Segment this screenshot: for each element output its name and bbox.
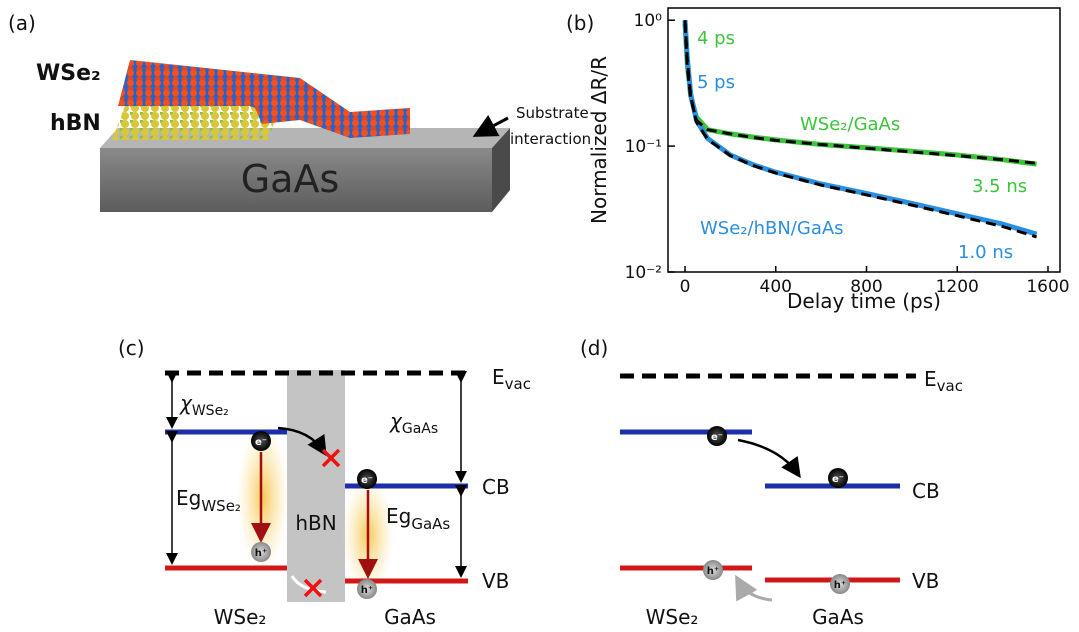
- bandgap-label: EgWSe₂: [176, 486, 241, 515]
- subscript: WSe₂: [201, 497, 241, 515]
- y-tick-label: 10⁰: [634, 11, 663, 31]
- barrier-label: hBN: [295, 511, 336, 535]
- substrate-label: GaAs: [241, 157, 340, 201]
- layer-label: hBN: [50, 111, 101, 136]
- symbol: E: [924, 367, 937, 391]
- symbol: Eg: [386, 504, 411, 528]
- electron-label: e⁻: [361, 475, 373, 486]
- hole-label: h⁺: [361, 585, 373, 596]
- bandgap-label: EgGaAs: [386, 504, 450, 533]
- subscript: GaAs: [411, 515, 450, 533]
- hbn-layers: [112, 106, 280, 140]
- panel-label: (b): [566, 11, 594, 35]
- electron-label: e⁻: [832, 474, 844, 485]
- symbol: Eg: [176, 486, 201, 510]
- band-label: CB: [482, 475, 510, 499]
- subscript: GaAs: [402, 421, 438, 437]
- y-tick-label: 10⁻¹: [625, 137, 662, 157]
- arrow: [738, 580, 772, 600]
- data-line: [685, 23, 1037, 164]
- hole-label: h⁺: [255, 548, 267, 559]
- panel-label: (a): [8, 11, 36, 35]
- panel-label: (d): [580, 336, 608, 360]
- subscript: vac: [937, 377, 963, 395]
- x-tick-label: 0: [680, 277, 691, 297]
- electron-affinity: χGaAs: [389, 409, 438, 437]
- panel-label: (c): [118, 336, 145, 360]
- electron-label: e⁻: [255, 437, 267, 448]
- electron-label: e⁻: [711, 432, 723, 443]
- band-label: VB: [482, 569, 509, 593]
- band-label: CB: [912, 479, 940, 503]
- band-label: VB: [912, 569, 939, 593]
- annotation: 5 ps: [697, 72, 735, 93]
- annotation: 4 ps: [697, 28, 735, 49]
- layer-label: WSe₂: [36, 61, 101, 86]
- material-label: GaAs: [384, 605, 436, 629]
- subscript: vac: [505, 375, 531, 393]
- hole-label: h⁺: [707, 566, 719, 577]
- electron-affinity: χWSe₂: [179, 391, 229, 419]
- hbn-barrier: [287, 370, 345, 602]
- vacuum-label: Evac: [924, 367, 963, 395]
- arrow: [738, 440, 798, 474]
- annotation: 1.0 ns: [958, 242, 1013, 263]
- fit-line: [685, 23, 1037, 163]
- x-axis-label: Delay time (ps): [787, 289, 941, 313]
- y-axis-label: Normalized ΔR/R: [587, 56, 611, 224]
- annotation: interaction: [510, 130, 591, 148]
- x-tick-label: 1600: [1026, 277, 1069, 297]
- annotation: 3.5 ns: [972, 176, 1027, 197]
- y-tick-label: 10⁻²: [625, 263, 662, 283]
- material-label: WSe₂: [214, 605, 267, 629]
- figure: (a) (b) (c) (d) WSe₂ hBN GaAs Substrate …: [0, 0, 1079, 632]
- series-label: WSe₂/GaAs: [800, 114, 900, 135]
- annotation: Substrate: [516, 104, 589, 122]
- x-tick-label: 1200: [936, 277, 979, 297]
- hole-label: h⁺: [834, 580, 846, 591]
- subscript: WSe₂: [192, 403, 229, 419]
- material-label: WSe₂: [646, 605, 699, 629]
- series-label: WSe₂/hBN/GaAs: [700, 218, 844, 239]
- vacuum-label: Evac: [492, 365, 531, 393]
- symbol: E: [492, 365, 505, 389]
- material-label: GaAs: [812, 605, 864, 629]
